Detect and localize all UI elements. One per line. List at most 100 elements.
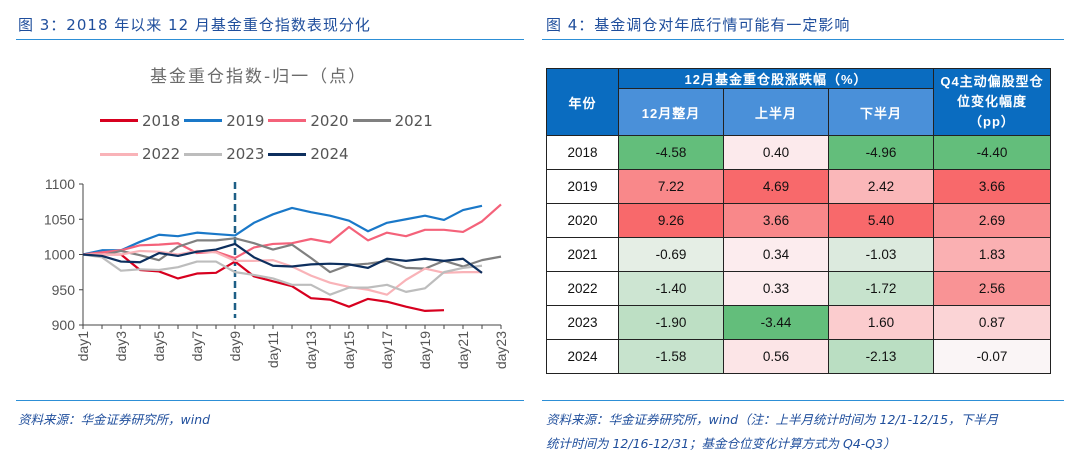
value-cell: -1.90 [618,305,724,340]
legend-label: 2019 [226,111,265,130]
year-cell: 2022 [546,271,619,306]
series-line-2020 [82,203,502,260]
legend-label: 2023 [226,145,265,163]
figure-4-title: 图 4：基金调仓对年底行情可能有一定影响 [546,16,851,34]
legend-swatch [184,152,223,156]
value-cell: 3.66 [723,203,829,238]
legend-item-2024: 2024 [268,143,349,165]
value-cell: -4.58 [618,135,724,170]
x-tick-label: day19 [417,331,433,369]
legend-swatch [184,119,223,122]
table-row: 2019 7.22 4.69 2.42 3.66 [546,169,1051,204]
value-cell: 2.56 [933,271,1051,306]
legend-label: 2024 [310,145,349,163]
value-cell: -4.40 [933,135,1051,170]
legend-label: 2020 [310,111,349,130]
x-tick-label: day15 [341,331,357,369]
x-tick-label: day1 [75,331,91,362]
figure-3-rule [16,39,524,40]
header-full-month: 12月整月 [618,88,724,136]
x-tick-label: day5 [151,331,167,362]
legend-item-2020: 2020 [268,110,349,132]
value-cell: 2.69 [933,203,1051,238]
value-cell: 1.83 [933,237,1051,272]
chart-title: 基金重仓指数-归一（点） [150,67,368,87]
value-cell: -1.03 [828,237,934,272]
table-row: 2018 -4.58 0.40 -4.96 -4.40 [546,135,1051,170]
value-cell: -3.44 [723,305,829,340]
left-footer-rule [16,400,524,401]
x-tick-label: day13 [303,331,319,369]
value-cell: -0.69 [618,237,724,272]
y-tick-label: 900 [52,317,76,333]
value-cell: -0.07 [933,339,1051,374]
value-cell: 2.42 [828,169,934,204]
value-cell: 3.66 [933,169,1051,204]
header-year: 年份 [546,68,619,136]
chart-legend: 2018 2019 2020 2021 2022 2023 2024 [100,108,460,175]
legend-swatch [100,119,138,122]
legend-item-2018: 2018 [100,110,180,132]
legend-item-2021: 2021 [352,110,433,132]
series-line-2022 [83,249,482,296]
value-cell: -1.72 [828,271,934,306]
legend-item-2023: 2023 [184,143,264,165]
year-cell: 2018 [546,135,619,170]
value-cell: 0.56 [723,339,829,374]
legend-label: 2022 [142,145,181,163]
right-footer-rule [542,400,1064,401]
value-cell: 0.33 [723,271,829,306]
fund-adjustment-table: 年份 12月基金重仓股涨跌幅（%） Q4主动偏股型仓位变化幅度（pp） 12月整… [546,68,1051,374]
legend-swatch [268,119,307,122]
x-tick-label: day11 [265,331,281,368]
figure-3-title: 图 3：2018 年以来 12 月基金重仓指数表现分化 [18,16,371,34]
series-line-2023 [82,253,483,296]
series-line-2019 [82,204,483,256]
right-source-line2: 统计时间为 12/16-12/31；基金仓位变化计算方式为 Q4-Q3） [546,436,896,451]
legend-swatch [100,152,138,156]
table-row: 2020 9.26 3.66 5.40 2.69 [546,203,1051,238]
table-row: 2024 -1.58 0.56 -2.13 -0.07 [546,339,1051,374]
value-cell: 0.34 [723,237,829,272]
figure-4-rule [542,39,1064,40]
value-cell: -1.58 [618,339,724,374]
year-cell: 2024 [546,339,619,374]
value-cell: 0.87 [933,305,1051,340]
year-cell: 2020 [546,203,619,238]
year-cell: 2021 [546,237,619,272]
header-first-half: 上半月 [723,88,829,136]
right-source-line1: 资料来源：华金证券研究所，wind（注：上半月统计时间为 12/1-12/15，… [546,412,999,427]
legend-item-2022: 2022 [100,143,180,165]
header-second-half: 下半月 [828,88,934,136]
x-tick-label: day9 [227,331,243,362]
series-line-2024 [82,242,483,274]
legend-swatch [268,152,307,156]
x-tick-label: day21 [455,331,471,369]
table-row: 2022 -1.40 0.33 -1.72 2.56 [546,271,1051,306]
value-cell: 7.22 [618,169,724,204]
legend-label: 2018 [142,111,181,130]
x-tick-label: day17 [379,331,395,369]
value-cell: 1.60 [828,305,934,340]
legend-label: 2021 [394,111,433,130]
y-tick-label: 1050 [44,211,75,227]
left-source: 资料来源：华金证券研究所，wind [18,412,211,427]
line-chart: 900 950 1000 1050 1100 day1 day3 day5 day7 day9 da… [44,176,509,369]
value-cell: -2.13 [828,339,934,374]
x-tick-label: day23 [493,331,509,369]
value-cell: 9.26 [618,203,724,238]
series-line-2021 [82,237,502,274]
value-cell: 0.40 [723,135,829,170]
x-tick-label: day7 [189,331,205,362]
value-cell: -1.40 [618,271,724,306]
table-row: 2023 -1.90 -3.44 1.60 0.87 [546,305,1051,340]
x-tick-label: day3 [113,331,129,362]
legend-swatch [352,119,391,122]
y-tick-label: 1000 [44,247,75,263]
y-tick-label: 1100 [45,176,75,192]
value-cell: 4.69 [723,169,829,204]
year-cell: 2023 [546,305,619,340]
table-row: 2021 -0.69 0.34 -1.03 1.83 [546,237,1051,272]
legend-item-2019: 2019 [184,110,264,132]
year-cell: 2019 [546,169,619,204]
